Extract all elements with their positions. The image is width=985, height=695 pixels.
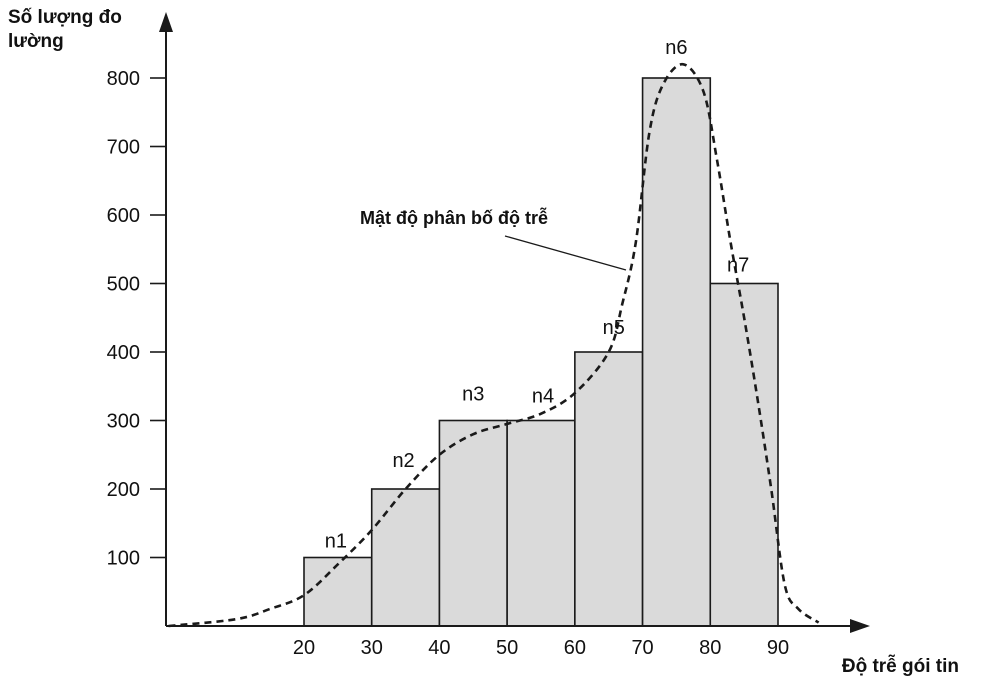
x-tick-label: 30 (361, 637, 383, 659)
annotation-leader-line (504, 235, 627, 271)
y-axis-arrow-icon (159, 12, 173, 32)
bin-label-n5: n5 (603, 317, 625, 339)
bar-n3 (438, 419, 508, 627)
x-tick-label: 70 (631, 637, 653, 659)
density-annotation: Mật độ phân bố độ trễ (360, 208, 548, 228)
x-axis-label: Độ trễ gói tin (841, 656, 959, 677)
y-tick-label: 500 (107, 274, 140, 296)
bin-label-n7: n7 (727, 255, 749, 277)
bin-label-n4: n4 (532, 386, 554, 408)
bin-label-n1: n1 (325, 531, 347, 553)
bar-n2 (370, 488, 441, 627)
x-tick-label: 90 (767, 637, 789, 659)
curve-layer (168, 62, 820, 628)
y-tick-label: 200 (107, 479, 140, 501)
bars-layer (303, 77, 779, 627)
bar-n4 (506, 419, 576, 627)
x-tick-label: 80 (699, 637, 721, 659)
density-curve (168, 62, 820, 628)
axes-layer (159, 12, 870, 633)
bar-n6 (641, 77, 712, 627)
ticks-layer: 100 200 300 400 500 600 700 800 20 30 40 50 60 70 80 90 (107, 68, 790, 659)
x-tick-label: 60 (564, 637, 586, 659)
y-tick-label: 800 (107, 68, 140, 90)
y-tick-label: 300 (107, 411, 140, 433)
bin-labels-layer: n1 n2 n3 n4 n5 n6 n7 (325, 37, 750, 553)
bin-label-n2: n2 (392, 450, 414, 472)
x-tick-label: 20 (293, 637, 315, 659)
y-tick-label: 700 (107, 137, 140, 159)
y-axis-label: Số lượng đo lường (8, 7, 122, 52)
bar-n1 (303, 556, 373, 627)
y-tick-label: 100 (107, 548, 140, 570)
y-tick-label: 400 (107, 342, 140, 364)
x-axis-arrow-icon (850, 619, 870, 633)
bin-label-n6: n6 (665, 37, 687, 59)
bar-n7 (709, 282, 779, 627)
x-tick-label: 50 (496, 637, 518, 659)
bin-label-n3: n3 (462, 384, 484, 406)
x-tick-label: 40 (428, 637, 450, 659)
y-tick-label: 600 (107, 205, 140, 227)
bar-n5 (574, 351, 644, 627)
